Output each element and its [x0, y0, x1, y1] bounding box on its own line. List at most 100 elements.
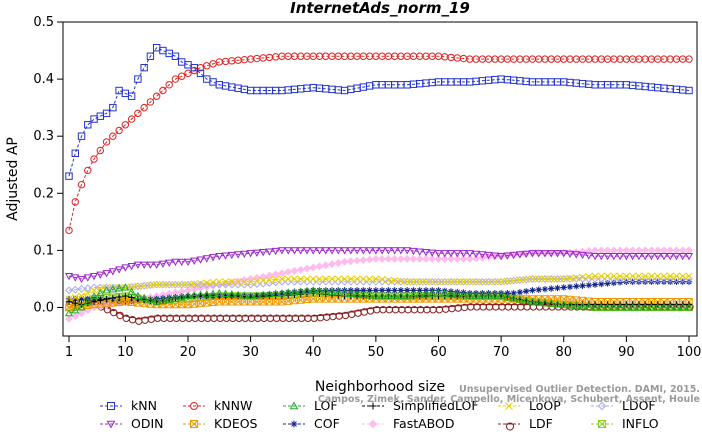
point-lof-83 [584, 302, 593, 310]
point-fastabod-42 [328, 260, 336, 268]
point-lof-20 [190, 291, 199, 299]
point-lof-85 [597, 303, 606, 311]
point-odin-34 [277, 247, 286, 255]
point-fastabod-93 [647, 246, 656, 255]
point-fastabod-43 [334, 259, 343, 267]
point-cof-49 [372, 287, 380, 294]
point-fastabod-90 [628, 246, 637, 255]
point-ldof-7 [108, 283, 117, 292]
point-ldf-59 [435, 306, 444, 314]
point-loop-44 [341, 275, 349, 283]
point-lof-26 [227, 290, 236, 298]
point-fastabod-32 [265, 271, 274, 280]
point-fastabod-84 [591, 246, 599, 255]
point-ldof-70 [503, 277, 512, 286]
point-loop-95 [660, 272, 668, 280]
point-odin-39 [309, 247, 318, 255]
plot-frame [62, 21, 698, 337]
point-cof-72 [516, 289, 524, 296]
point-loop-39 [309, 275, 317, 283]
point-odin-43 [334, 247, 343, 255]
point-loop-69 [497, 278, 505, 286]
point-knnw-14 [152, 92, 161, 100]
series-layer [64, 43, 694, 325]
point-loop-96 [666, 272, 674, 280]
point-lof-17 [171, 294, 180, 302]
point-lof-51 [384, 291, 393, 300]
point-lof-9 [121, 283, 130, 291]
point-cof-54 [403, 287, 411, 294]
point-odin-36 [290, 247, 299, 255]
point-odin-11 [133, 261, 142, 269]
point-ldof-11 [133, 282, 142, 291]
point-odin-95 [659, 253, 668, 261]
point-kdeos-8 [115, 298, 123, 307]
point-ldof-50 [378, 277, 387, 286]
point-odin-0 [64, 272, 74, 281]
y-tick-label-5: 0.5 [33, 15, 54, 30]
point-lof-6 [102, 286, 111, 294]
legend-marker-knnw [190, 402, 198, 410]
point-knnw-8 [115, 126, 123, 135]
legend-marker-kdeos [190, 420, 198, 428]
legend-label-knnw: kNNW [214, 398, 252, 413]
point-loop-20 [190, 280, 198, 288]
point-cof-78 [554, 284, 561, 292]
point-loop-26 [228, 278, 236, 286]
point-simplifiedlof-8 [115, 293, 123, 301]
point-odin-45 [346, 247, 355, 255]
point-fastabod-92 [641, 246, 650, 255]
watermark-line-1: Unsupervised Outlier Detection. DAMI, 20… [459, 384, 700, 395]
point-lof-10 [127, 287, 136, 295]
point-odin-74 [528, 250, 537, 258]
point-odin-26 [227, 251, 236, 260]
point-odin-65 [472, 250, 481, 259]
point-fastabod-62 [453, 255, 462, 263]
point-odin-54 [403, 247, 412, 255]
point-lof-35 [284, 288, 293, 296]
point-odin-82 [578, 251, 587, 260]
point-ldf-32 [266, 314, 275, 322]
point-cof-81 [573, 283, 580, 290]
point-ldf-69 [497, 303, 506, 311]
point-ldf-70 [504, 303, 512, 311]
series-loop [65, 272, 693, 303]
y-tick-label-1: 0.1 [33, 243, 54, 258]
point-lof-68 [490, 291, 499, 300]
legend-label-lof: LOF [314, 398, 338, 413]
point-ldf-20 [191, 314, 199, 322]
legend-item-ldf: LDF [498, 416, 553, 431]
point-fastabod-59 [434, 255, 443, 263]
point-knnw-99 [685, 55, 693, 63]
point-odin-4 [90, 272, 99, 281]
point-lof-42 [327, 287, 337, 296]
x-axis: 1 10 20 30 40 50 60 70 80 90 100 [65, 336, 701, 360]
point-ldf-8 [115, 311, 124, 320]
point-lof-15 [158, 296, 167, 304]
y-tick-label-3: 0.3 [33, 129, 54, 144]
legend-label-inflo: INFLO [622, 416, 659, 431]
point-kdeos-5 [96, 300, 105, 308]
point-odin-23 [208, 254, 218, 262]
point-ldof-13 [146, 281, 155, 290]
y-axis-title: Adjusted AP [5, 137, 21, 221]
point-lof-27 [234, 290, 243, 298]
point-cof-87 [610, 279, 618, 287]
point-lof-65 [472, 291, 481, 300]
point-cof-8 [115, 297, 123, 305]
point-odin-84 [591, 253, 600, 261]
point-lof-60 [440, 289, 449, 297]
point-lof-1 [71, 306, 80, 314]
point-ldof-74 [528, 275, 537, 283]
legend-label-odin: ODIN [131, 416, 164, 431]
point-odin-16 [165, 259, 174, 267]
point-ldf-53 [397, 306, 406, 314]
series-knn [65, 43, 693, 180]
point-odin-64 [465, 250, 474, 258]
point-knn-17 [171, 52, 180, 60]
point-fastabod-54 [403, 255, 412, 263]
point-odin-98 [678, 253, 687, 261]
point-odin-18 [177, 258, 186, 267]
point-fastabod-88 [616, 246, 625, 255]
x-tick-label-6: 60 [430, 345, 447, 360]
